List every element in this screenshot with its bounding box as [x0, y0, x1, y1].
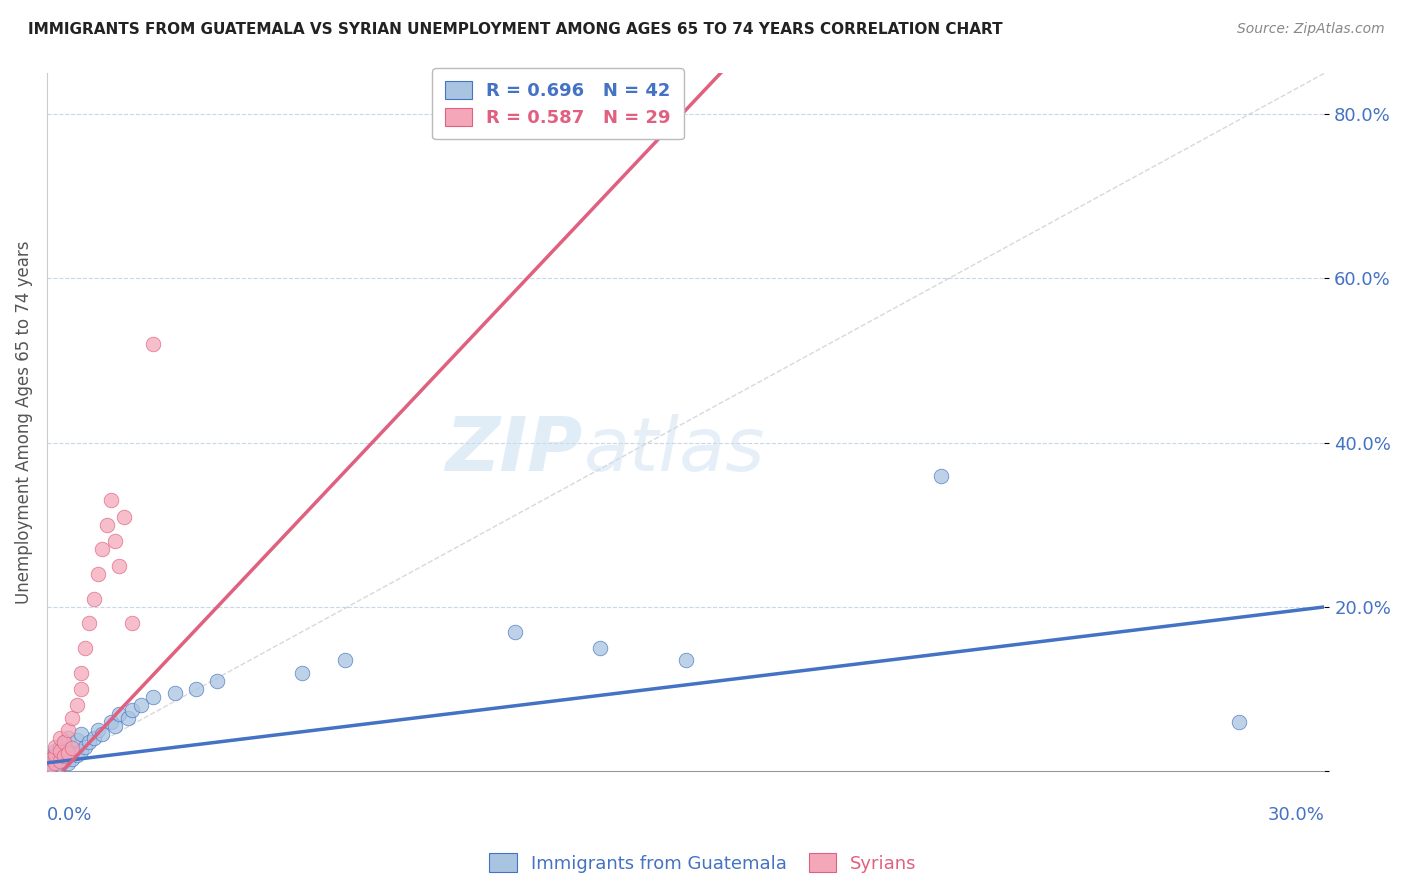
Point	[62, 711, 84, 725]
Point	[79, 616, 101, 631]
Point	[142, 337, 165, 351]
Point	[52, 746, 75, 760]
Point	[62, 741, 84, 756]
Point	[112, 509, 135, 524]
Point	[117, 711, 139, 725]
Point	[56, 746, 79, 760]
Point	[589, 640, 612, 655]
Point	[39, 757, 62, 772]
Point	[100, 714, 122, 729]
Text: Source: ZipAtlas.com: Source: ZipAtlas.com	[1237, 22, 1385, 37]
Text: atlas: atlas	[583, 414, 765, 486]
Point	[44, 756, 66, 770]
Point	[62, 741, 84, 756]
Point	[108, 706, 131, 721]
Point	[48, 731, 70, 746]
Point	[121, 702, 143, 716]
Point	[87, 723, 110, 737]
Point	[70, 665, 93, 680]
Point	[56, 743, 79, 757]
Point	[104, 534, 127, 549]
Point	[184, 681, 207, 696]
Point	[1227, 714, 1250, 729]
Point	[108, 558, 131, 573]
Point	[66, 698, 89, 713]
Legend: R = 0.696   N = 42, R = 0.587   N = 29: R = 0.696 N = 42, R = 0.587 N = 29	[432, 69, 683, 139]
Point	[142, 690, 165, 705]
Point	[96, 517, 118, 532]
Point	[83, 731, 105, 746]
Point	[48, 757, 70, 772]
Point	[91, 727, 114, 741]
Point	[52, 754, 75, 768]
Point	[44, 747, 66, 762]
Point	[929, 468, 952, 483]
Point	[56, 723, 79, 737]
Point	[52, 749, 75, 764]
Point	[70, 743, 93, 757]
Text: 0.0%: 0.0%	[46, 806, 93, 824]
Point	[291, 665, 314, 680]
Point	[70, 727, 93, 741]
Point	[333, 653, 356, 667]
Text: IMMIGRANTS FROM GUATEMALA VS SYRIAN UNEMPLOYMENT AMONG AGES 65 TO 74 YEARS CORRE: IMMIGRANTS FROM GUATEMALA VS SYRIAN UNEM…	[28, 22, 1002, 37]
Point	[66, 733, 89, 747]
Point	[48, 739, 70, 754]
Point	[44, 747, 66, 762]
Point	[39, 760, 62, 774]
Point	[48, 754, 70, 768]
Point	[121, 616, 143, 631]
Point	[62, 752, 84, 766]
Point	[66, 747, 89, 762]
Point	[91, 542, 114, 557]
Point	[48, 743, 70, 757]
Point	[52, 735, 75, 749]
Point	[52, 735, 75, 749]
Point	[79, 735, 101, 749]
Point	[87, 567, 110, 582]
Text: 30.0%: 30.0%	[1268, 806, 1324, 824]
Point	[675, 653, 697, 667]
Point	[104, 719, 127, 733]
Point	[48, 749, 70, 764]
Point	[56, 756, 79, 770]
Point	[75, 640, 97, 655]
Point	[39, 752, 62, 766]
Point	[205, 673, 228, 688]
Point	[70, 681, 93, 696]
Point	[44, 739, 66, 754]
Point	[44, 743, 66, 757]
Point	[163, 686, 186, 700]
Point	[129, 698, 152, 713]
Point	[44, 752, 66, 766]
Point	[39, 756, 62, 770]
Point	[100, 493, 122, 508]
Point	[505, 624, 527, 639]
Legend: Immigrants from Guatemala, Syrians: Immigrants from Guatemala, Syrians	[482, 847, 924, 880]
Y-axis label: Unemployment Among Ages 65 to 74 years: Unemployment Among Ages 65 to 74 years	[15, 241, 32, 604]
Point	[56, 731, 79, 746]
Point	[75, 739, 97, 754]
Text: ZIP: ZIP	[446, 414, 583, 487]
Point	[83, 591, 105, 606]
